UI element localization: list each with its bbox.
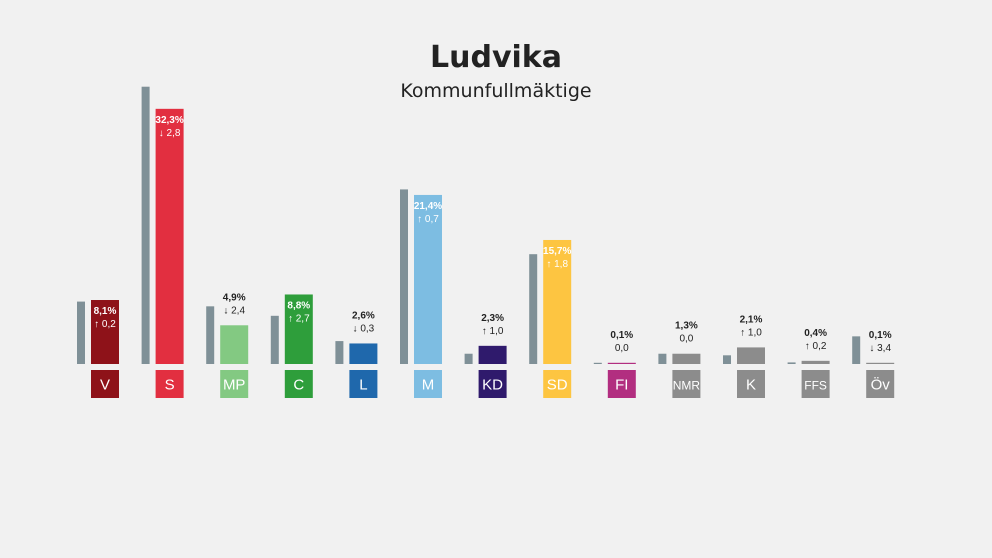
change-label: ↓ 3,4 [869,343,891,354]
value-label: 21,4% [414,201,442,212]
chart-title: Ludvika [430,40,562,75]
party-tag [607,370,636,398]
previous-bar [529,254,538,364]
current-bar [349,343,378,364]
previous-bar [270,315,279,364]
value-label: 15,7% [543,246,571,257]
current-bar [737,347,765,364]
previous-bar [723,355,731,364]
current-bar [543,239,572,364]
value-label: 0,1% [610,330,633,341]
current-bar [284,294,313,364]
party-label: SD [547,377,568,394]
change-label: ↑ 2,7 [288,313,310,324]
current-bar [672,353,701,364]
party-label: L [359,377,367,394]
previous-bar [335,341,344,364]
party-tag [91,370,119,398]
change-label: 0,0 [615,343,629,354]
change-label: ↑ 0,2 [805,341,827,352]
change-label: ↑ 0,2 [94,319,116,330]
current-bar [220,325,249,364]
change-label: ↑ 1,0 [740,327,762,338]
change-label: ↑ 1,8 [546,259,568,270]
party-tag [801,370,830,398]
value-label: 2,6% [352,310,375,321]
party-tag [543,370,572,398]
current-bar [155,108,184,364]
party-tag [866,370,895,398]
value-label: 0,4% [804,328,827,339]
change-label: ↓ 2,8 [159,128,181,139]
previous-bar [787,362,796,364]
value-label: 8,1% [94,306,117,317]
change-label: ↓ 2,4 [223,305,245,316]
party-tag [672,370,701,398]
party-label: K [746,377,756,394]
change-label: ↑ 0,7 [417,214,439,225]
party-tag [349,370,378,398]
current-bar [866,362,895,364]
party-label: FI [615,377,628,394]
party-label: FFS [804,379,827,393]
value-label: 2,3% [481,313,504,324]
party-label: NMR [673,379,701,393]
value-label: 32,3% [155,115,183,126]
current-bar [91,300,119,364]
change-label: 0,0 [679,334,693,345]
party-label: C [293,377,304,394]
value-label: 4,9% [223,292,246,303]
previous-bar [400,189,408,364]
party-tag [220,370,249,398]
party-label: S [165,377,175,394]
previous-bar [658,353,667,364]
party-tag [737,370,765,398]
value-label: 8,8% [287,300,310,311]
value-label: 1,3% [675,321,698,332]
current-bar [801,360,830,364]
party-label: M [422,377,435,394]
party-tag [284,370,313,398]
party-label: V [100,377,110,394]
party-label: MP [223,377,246,394]
previous-bar [77,301,85,364]
current-bar [607,362,636,364]
value-label: 0,1% [869,330,892,341]
change-label: ↓ 0,3 [353,323,375,334]
party-label: Öv [871,376,891,394]
current-bar [414,194,442,364]
current-bar [478,345,507,364]
previous-bar [206,306,215,364]
change-label: ↑ 1,0 [482,326,504,337]
previous-bar [464,353,473,364]
value-label: 2,1% [740,314,763,325]
party-tag [478,370,507,398]
previous-bar [852,336,861,364]
chart-subtitle: Kommunfullmäktige [400,80,592,102]
party-label: KD [482,377,503,394]
party-tag [414,370,442,398]
party-tag [155,370,184,398]
previous-bar [593,362,602,364]
previous-bar [141,86,150,365]
